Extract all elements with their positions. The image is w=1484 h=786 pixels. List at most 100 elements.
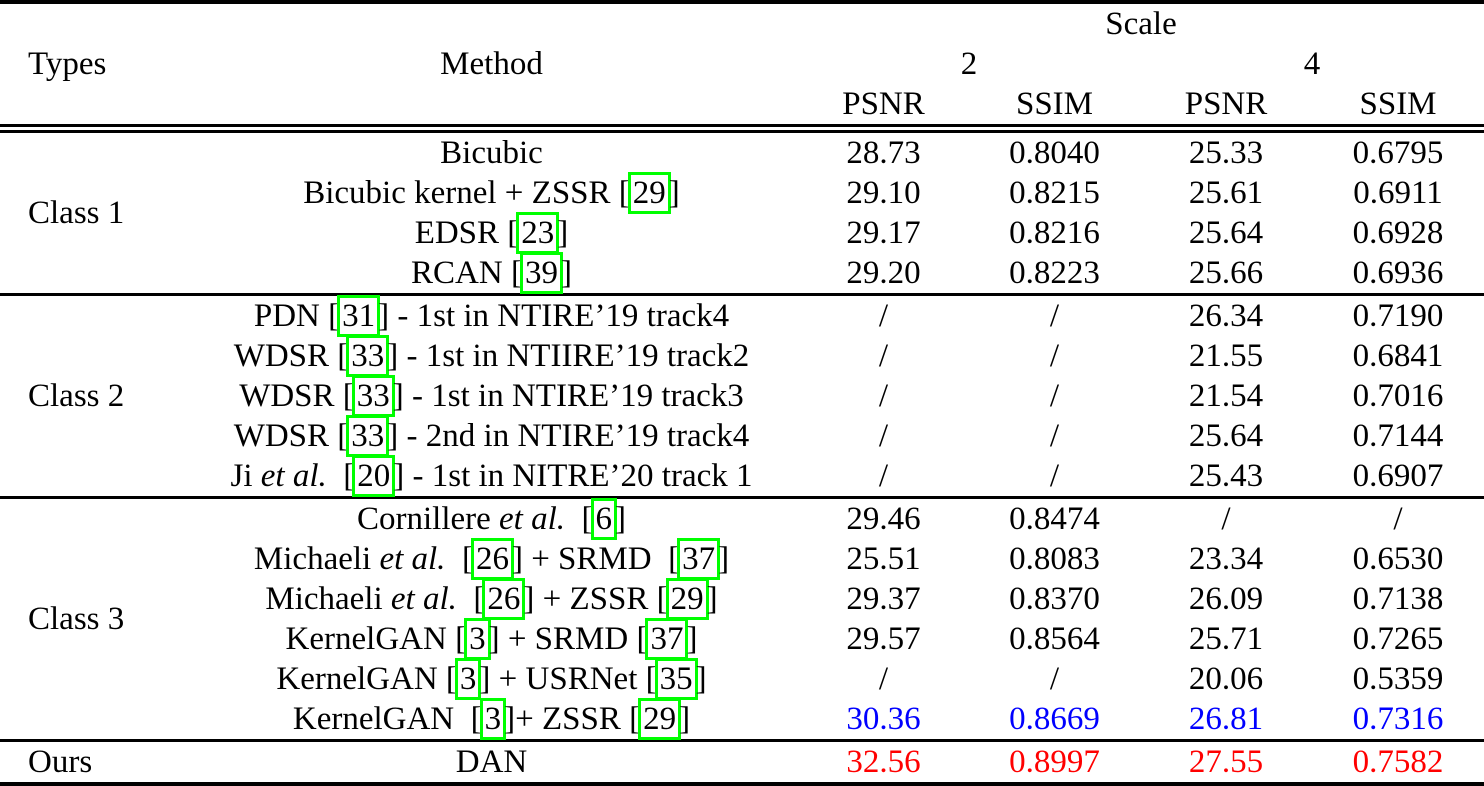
header-psnr-x2: PSNR <box>798 84 969 133</box>
header-scale-x4: 4 <box>1303 45 1321 82</box>
header-row-factors: 2 4 <box>0 44 1484 84</box>
header-scale-x2: 2 <box>960 45 978 82</box>
value-cell-psnr-x4: 25.33 <box>1140 127 1312 173</box>
value-cell-ssim-x4: 0.7582 <box>1312 739 1484 784</box>
value-cell-psnr-x2: / <box>878 337 889 374</box>
method-cell: KernelGAN [3] + SRMD [37] <box>185 617 798 660</box>
value-cell-psnr-x4: 21.54 <box>1188 377 1264 414</box>
type-cell: Ours <box>0 739 185 784</box>
value-cell-psnr-x4: 25.43 <box>1188 457 1264 494</box>
value-cell-ssim-x2: 0.8370 <box>1009 580 1100 617</box>
value-cell-psnr-x2: / <box>798 293 969 336</box>
et-al-italic: et al. <box>390 580 457 617</box>
value-cell-psnr-x4: 25.64 <box>1188 417 1264 454</box>
value-cell-psnr-x2: / <box>878 377 889 414</box>
method-cell: Bicubic kernel + ZSSR [29] <box>185 171 798 214</box>
table-body: Class 1 Bicubic 28.73 0.8040 25.33 0.6795 Bicu… <box>0 127 1484 784</box>
method-cell: KernelGAN [3] + USRNet [35] <box>185 657 798 700</box>
value-cell-ssim-x2: 0.8040 <box>969 127 1140 173</box>
value-cell-ssim-x4: 0.6911 <box>1353 174 1443 211</box>
value-cell-psnr-x4: 25.66 <box>1188 254 1264 291</box>
value-cell-ssim-x4: 0.5359 <box>1352 660 1444 697</box>
citation-box: 31 <box>337 294 381 337</box>
citation-box: 33 <box>351 374 395 417</box>
value-cell-ssim-x2: / <box>1049 417 1060 454</box>
header-scale: Scale <box>1105 5 1177 42</box>
value-cell-ssim-x2: 0.8474 <box>969 496 1140 539</box>
value-cell-psnr-x4: 25.61 <box>1188 174 1264 211</box>
value-cell-ssim-x2: / <box>1049 337 1060 374</box>
value-cell-ssim-x4: 0.7190 <box>1312 293 1484 336</box>
table-row: WDSR [33] - 1st in NTIRE’19 track3 / / 21.5… <box>0 374 1484 417</box>
value-cell-ssim-x2: / <box>1049 457 1060 494</box>
method-cell: PDN [31] - 1st in NTIRE’19 track4 <box>185 293 798 337</box>
header-ssim-x4: SSIM <box>1312 84 1484 133</box>
citation-box: 37 <box>645 617 689 660</box>
table-row: KernelGAN [3] + USRNet [35] / / 20.06 0.5359 <box>0 657 1484 700</box>
value-cell-psnr-x2: 29.46 <box>798 496 969 539</box>
method-cell: KernelGAN [3]+ ZSSR [29] <box>185 697 798 741</box>
value-cell-ssim-x4: 0.6795 <box>1312 127 1484 173</box>
type-cell: Class 3 <box>0 496 185 741</box>
value-cell-ssim-x2: 0.8564 <box>1009 620 1100 657</box>
table-row: Ours DAN 32.56 0.8997 27.55 0.7582 <box>0 739 1484 784</box>
table-row: KernelGAN [3]+ ZSSR [29] 30.36 0.8669 26.81… <box>0 697 1484 741</box>
value-cell-psnr-x4: 26.34 <box>1140 293 1312 336</box>
method-cell: WDSR [33] - 2nd in NTIRE’19 track4 <box>185 414 798 457</box>
value-cell-psnr-x2: 29.10 <box>846 174 921 211</box>
value-cell-ssim-x4: 0.7144 <box>1352 417 1444 454</box>
citation-box: 35 <box>654 657 698 700</box>
value-cell-ssim-x2: 0.8216 <box>1009 214 1100 251</box>
table-row: WDSR [33] - 1st in NTIIRE’19 track2 / / 21.… <box>0 334 1484 377</box>
value-cell-psnr-x2: 28.73 <box>798 127 969 173</box>
value-cell-ssim-x2: / <box>969 293 1140 336</box>
value-cell-psnr-x4: 27.55 <box>1140 739 1312 784</box>
table-row: Class 1 Bicubic 28.73 0.8040 25.33 0.6795 <box>0 127 1484 295</box>
table-row: KernelGAN [3] + SRMD [37] 29.57 0.8564 25.7… <box>0 617 1484 660</box>
value-cell-ssim-x2: 0.8083 <box>1009 540 1100 577</box>
citation-box: 26 <box>470 537 514 580</box>
citation-box: 3 <box>454 657 482 700</box>
value-cell-ssim-x4: 0.7316 <box>1352 700 1444 737</box>
header-row-metrics: PSNR SSIM PSNR SSIM <box>0 84 1484 133</box>
citation-box: 29 <box>627 171 671 214</box>
header-method: Method <box>185 2 798 133</box>
citation-box: 29 <box>638 697 682 740</box>
value-cell-psnr-x4: 21.55 <box>1188 337 1264 374</box>
value-cell-psnr-x4: 25.64 <box>1188 214 1264 251</box>
type-cell: Class 1 <box>0 127 185 295</box>
header-types: Types <box>0 2 185 133</box>
value-cell-ssim-x4: 0.6530 <box>1352 540 1444 577</box>
citation-box: 39 <box>519 251 563 294</box>
method-cell: Michaeli et al. [26] + ZSSR [29] <box>185 577 798 620</box>
value-cell-ssim-x4: 0.6936 <box>1352 254 1444 291</box>
value-cell-ssim-x4: 0.6841 <box>1352 337 1444 374</box>
table-row: Michaeli et al. [26] + ZSSR [29] 29.37 0.8… <box>0 577 1484 620</box>
header-ssim-x2: SSIM <box>969 84 1140 133</box>
value-cell-psnr-x4: 26.09 <box>1188 580 1264 617</box>
value-cell-psnr-x2: 29.17 <box>846 214 921 251</box>
citation-box: 20 <box>352 454 396 497</box>
value-cell-ssim-x2: 0.8223 <box>1009 254 1100 291</box>
value-cell-psnr-x2: / <box>878 457 889 494</box>
table-row: Bicubic kernel + ZSSR [29] 29.10 0.8215 25.… <box>0 171 1484 214</box>
value-cell-psnr-x4: / <box>1140 496 1312 539</box>
et-al-italic: et al. <box>499 500 566 537</box>
method-cell: RCAN [39] <box>185 251 798 295</box>
value-cell-psnr-x4: 26.81 <box>1188 700 1264 737</box>
table-row: RCAN [39] 29.20 0.8223 25.66 0.6936 <box>0 251 1484 295</box>
citation-box: 3 <box>479 697 507 740</box>
table-row: Class 3 Cornillere et al. [6] 29.46 0.8474/… <box>0 496 1484 741</box>
value-cell-ssim-x4: 0.6928 <box>1352 214 1444 251</box>
value-cell-ssim-x4: / <box>1312 496 1484 539</box>
value-cell-ssim-x4: 0.7265 <box>1352 620 1444 657</box>
citation-box: 37 <box>677 537 721 580</box>
value-cell-psnr-x2: / <box>878 417 889 454</box>
value-cell-ssim-x4: 0.7138 <box>1352 580 1444 617</box>
value-cell-ssim-x2: / <box>1049 660 1060 697</box>
method-cell: WDSR [33] - 1st in NTIIRE’19 track2 <box>185 334 798 377</box>
table-row: Ji et al. [20] - 1st in NITRE’20 track 1… <box>0 454 1484 498</box>
value-cell-psnr-x2: 32.56 <box>798 739 969 784</box>
value-cell-psnr-x2: 25.51 <box>846 540 921 577</box>
